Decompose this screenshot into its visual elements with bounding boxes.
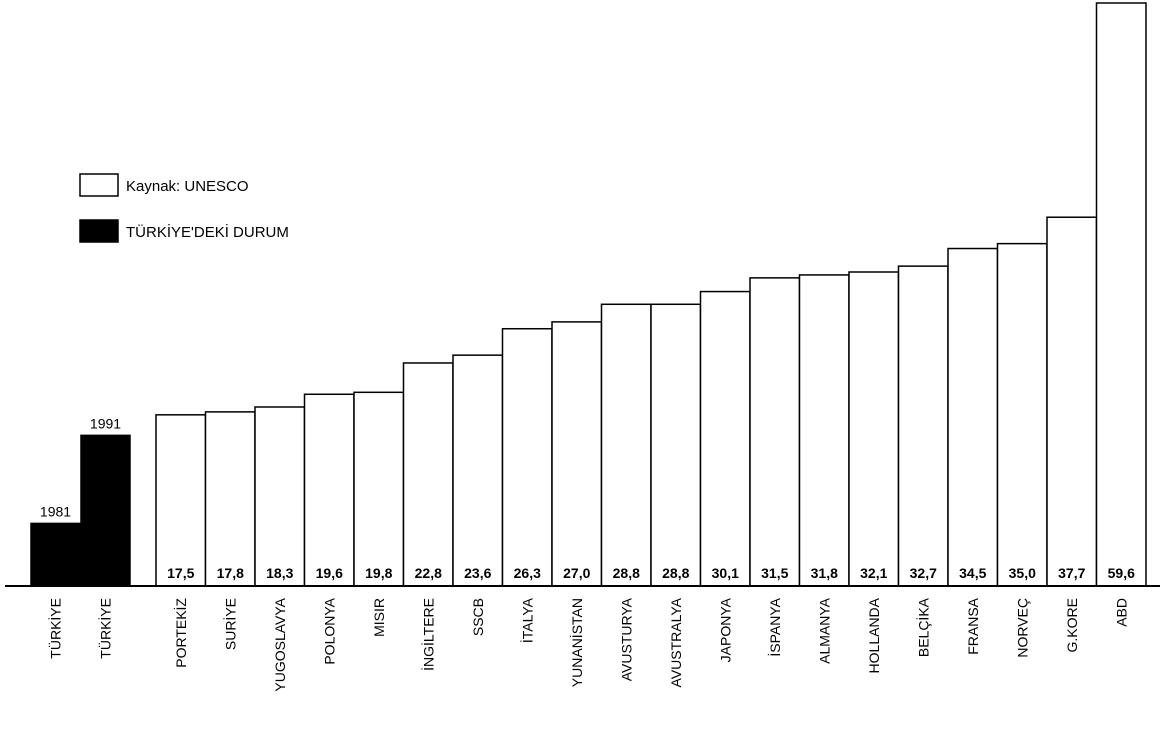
value-label-0: 17,5 xyxy=(167,565,194,581)
value-label-8: 27,0 xyxy=(563,565,590,581)
bars xyxy=(30,2,1147,587)
value-label-19: 59,6 xyxy=(1108,565,1135,581)
legend-swatch-unesco xyxy=(79,173,119,197)
country-category-label-16: FRANSA xyxy=(965,597,981,654)
value-label-3: 19,6 xyxy=(316,565,343,581)
country-bar-10 xyxy=(650,303,702,587)
country-category-label-14: HOLLANDA xyxy=(866,597,882,673)
legend-swatch-turkey xyxy=(79,219,119,243)
value-label-2: 18,3 xyxy=(266,565,293,581)
country-bar-5 xyxy=(402,362,454,587)
country-category-label-7: İTALYA xyxy=(518,597,535,643)
value-label-16: 34,5 xyxy=(959,565,986,581)
turkey-year-label-1: 1991 xyxy=(90,415,121,431)
country-category-label-1: SURİYE xyxy=(221,598,238,650)
country-category-label-17: NORVEÇ xyxy=(1014,598,1030,658)
turkey-year-label-0: 1981 xyxy=(40,503,71,519)
value-label-17: 35,0 xyxy=(1009,565,1036,581)
country-bar-11 xyxy=(699,290,751,587)
value-label-18: 37,7 xyxy=(1058,565,1085,581)
country-bar-14 xyxy=(848,271,900,587)
country-bar-15 xyxy=(897,265,949,587)
value-label-7: 26,3 xyxy=(514,565,541,581)
country-category-label-12: İSPANYA xyxy=(766,597,783,656)
value-label-1: 17,8 xyxy=(217,565,244,581)
country-category-label-15: BELÇİKA xyxy=(914,597,931,657)
legend-label-turkey: TÜRKİYE'DEKİ DURUM xyxy=(126,223,289,241)
country-bar-9 xyxy=(600,303,652,587)
value-label-14: 32,1 xyxy=(860,565,887,581)
country-bar-17 xyxy=(996,242,1048,587)
country-category-label-10: AVUSTRALYA xyxy=(668,597,684,687)
value-label-9: 28,8 xyxy=(613,565,640,581)
country-category-label-19: ABD xyxy=(1113,598,1129,627)
country-category-label-5: İNGİLTERE xyxy=(419,598,436,671)
country-category-label-18: G.KORE xyxy=(1064,598,1080,652)
country-category-label-11: JAPONYA xyxy=(717,597,733,662)
country-bar-13 xyxy=(798,274,850,587)
country-bar-0 xyxy=(155,414,207,587)
country-bar-2 xyxy=(254,406,306,587)
country-category-label-6: SSCB xyxy=(470,598,486,636)
country-category-label-0: PORTEKİZ xyxy=(172,598,189,668)
country-category-label-8: YUNANİSTAN xyxy=(568,598,585,687)
country-category-label-9: AVUSTURYA xyxy=(618,597,634,681)
country-bar-16 xyxy=(947,247,999,587)
value-label-13: 31,8 xyxy=(811,565,838,581)
value-label-6: 23,6 xyxy=(464,565,491,581)
turkey-category-label-1: TÜRKİYE xyxy=(97,598,114,659)
country-bar-6 xyxy=(452,354,504,587)
value-label-12: 31,5 xyxy=(761,565,788,581)
country-bar-1 xyxy=(204,411,256,587)
turkey-bar-1981 xyxy=(30,522,81,587)
legend: Kaynak: UNESCO TÜRKİYE'DEKİ DURUM xyxy=(79,173,289,243)
country-bar-18 xyxy=(1046,216,1098,587)
country-bar-19 xyxy=(1095,2,1147,587)
legend-label-unesco: Kaynak: UNESCO xyxy=(126,178,249,195)
turkey-category-label-0: TÜRKİYE xyxy=(47,598,64,659)
country-bar-8 xyxy=(551,321,603,587)
labels: 1981 TÜRKİYE 1991 TÜRKİYE 17,5 PORTEKİZ 17,8 SU… xyxy=(40,415,1135,691)
turkey-bar-1991 xyxy=(80,434,131,587)
country-category-label-13: ALMANYA xyxy=(816,597,832,664)
value-label-4: 19,8 xyxy=(365,565,392,581)
country-bar-3 xyxy=(303,393,355,587)
country-bar-12 xyxy=(749,277,801,587)
country-bar-7 xyxy=(501,327,553,587)
value-label-5: 22,8 xyxy=(415,565,442,581)
value-label-15: 32,7 xyxy=(910,565,937,581)
country-category-label-3: POLONYA xyxy=(321,597,337,664)
value-label-11: 30,1 xyxy=(712,565,739,581)
country-category-label-4: MISIR xyxy=(371,598,387,637)
country-bar-4 xyxy=(353,391,405,587)
value-label-10: 28,8 xyxy=(662,565,689,581)
country-category-label-2: YUGOSLAVYA xyxy=(272,597,288,691)
